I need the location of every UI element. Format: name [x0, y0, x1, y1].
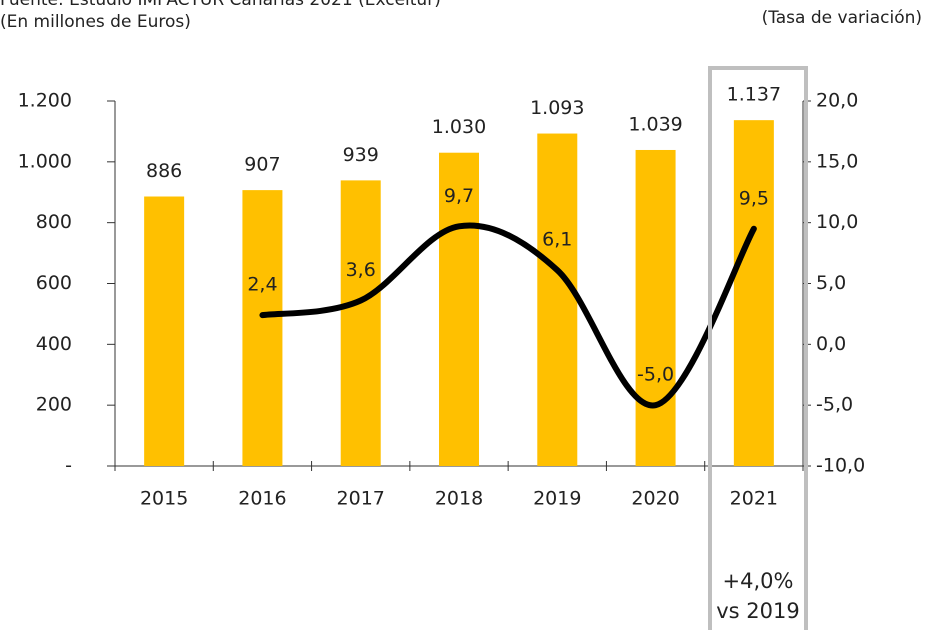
line-value-label: 3,6 [346, 259, 376, 281]
y2-axis-label: (Tasa de variación) [762, 8, 922, 28]
y2-tick-label: 15,0 [816, 150, 858, 172]
bar [439, 152, 479, 467]
line-value-label: 9,7 [444, 185, 474, 207]
x-tick-label: 2015 [140, 488, 188, 510]
y-tick-label: 200 [36, 394, 72, 416]
bar [340, 180, 381, 466]
annotation: vs 2019 [716, 599, 800, 623]
bar-value-label: 907 [244, 154, 280, 176]
y-tick-label: 1.000 [18, 150, 72, 172]
chart-title: Fuente: Estudio IMPACTUR Canarias 2021 (… [0, 0, 441, 10]
bar-value-label: 1.039 [628, 113, 682, 135]
y2-tick-label: 10,0 [816, 211, 858, 233]
bar [537, 133, 578, 466]
y-tick-label: 800 [36, 211, 72, 233]
line-value-label: -5,0 [637, 364, 674, 386]
line-value-label: 6,1 [542, 229, 572, 251]
x-tick-label: 2018 [435, 488, 483, 510]
bar [635, 149, 676, 467]
bar-value-label: 886 [146, 160, 182, 182]
bar [733, 120, 774, 466]
bar-value-label: 1.137 [727, 84, 781, 106]
bar-value-label: 1.030 [432, 116, 486, 138]
x-tick-label: 2017 [337, 488, 385, 510]
line-value-label: 9,5 [739, 187, 769, 209]
y2-tick-label: 20,0 [816, 90, 858, 112]
y2-tick-label: -5,0 [816, 394, 853, 416]
line-value-label: 2,4 [247, 274, 277, 296]
y-tick-label: - [65, 455, 72, 477]
y2-tick-label: 5,0 [816, 272, 846, 294]
bar [144, 196, 185, 466]
annotation: +4,0% [723, 569, 794, 593]
bar [242, 190, 283, 466]
x-tick-label: 2021 [730, 488, 778, 510]
x-tick-label: 2016 [238, 488, 286, 510]
y2-tick-label: -10,0 [816, 455, 865, 477]
y-tick-label: 600 [36, 272, 72, 294]
line [259, 222, 757, 409]
y2-tick-label: 0,0 [816, 333, 846, 355]
chart-subtitle: (En millones de Euros) [0, 12, 191, 32]
bar-value-label: 1.093 [530, 97, 584, 119]
highlight-box [708, 66, 808, 630]
y-tick-label: 400 [36, 333, 72, 355]
x-tick-label: 2020 [631, 488, 679, 510]
bar-value-label: 939 [343, 144, 379, 166]
y-tick-label: 1.200 [18, 90, 72, 112]
x-tick-label: 2019 [533, 488, 581, 510]
